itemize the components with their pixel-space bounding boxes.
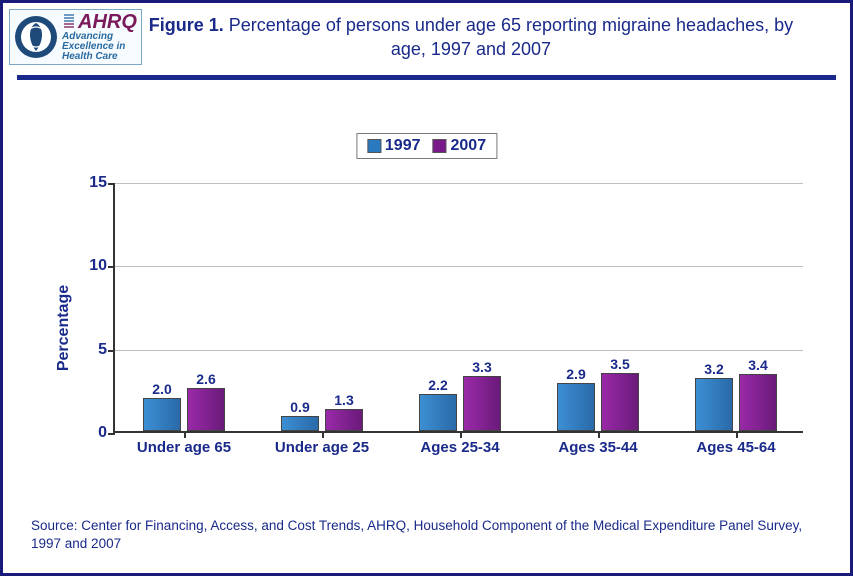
- ytick-label: 15: [89, 174, 115, 192]
- bar: 3.5: [601, 373, 639, 431]
- legend-item: 2007: [433, 137, 487, 155]
- ahrq-text: AHRQ Advancing Excellence in Health Care: [62, 12, 137, 62]
- gridline: [115, 350, 803, 351]
- bar: 2.9: [557, 383, 595, 431]
- bar: 3.4: [739, 374, 777, 431]
- bar: 3.2: [695, 378, 733, 431]
- title-rest: Percentage of persons under age 65 repor…: [224, 15, 793, 59]
- xtick-mark: [184, 431, 186, 438]
- bar: 0.9: [281, 416, 319, 431]
- gridline: [115, 266, 803, 267]
- ytick-label: 0: [98, 424, 115, 442]
- bar-value-label: 3.3: [464, 359, 500, 377]
- tagline-l3: Health Care: [62, 52, 137, 62]
- xtick-mark: [460, 431, 462, 438]
- legend: 1997 2007: [356, 133, 497, 159]
- bar-value-label: 3.2: [696, 361, 732, 379]
- bar: 2.6: [187, 388, 225, 431]
- gridline: [115, 183, 803, 184]
- bar-value-label: 2.9: [558, 366, 594, 384]
- bar-value-label: 3.4: [740, 357, 776, 375]
- y-axis-label: Percentage: [55, 285, 73, 371]
- title-prefix: Figure 1.: [149, 15, 224, 35]
- bar-value-label: 0.9: [282, 399, 318, 417]
- chart-area: Percentage 0510152.02.6Under age 650.91.…: [63, 173, 823, 483]
- ytick-label: 5: [98, 341, 115, 359]
- legend-label: 1997: [385, 137, 421, 155]
- xtick-mark: [322, 431, 324, 438]
- bar-value-label: 3.5: [602, 356, 638, 374]
- bar-value-label: 1.3: [326, 392, 362, 410]
- ytick-label: 10: [89, 257, 115, 275]
- bar: 2.0: [143, 398, 181, 431]
- bar-value-label: 2.6: [188, 371, 224, 389]
- legend-item: 1997: [367, 137, 421, 155]
- header: AHRQ Advancing Excellence in Health Care…: [3, 3, 850, 65]
- figure-title: Figure 1. Percentage of persons under ag…: [142, 13, 800, 62]
- xtick-mark: [736, 431, 738, 438]
- title-block: Figure 1. Percentage of persons under ag…: [142, 9, 840, 62]
- ahrq-stripes-icon: [62, 13, 76, 31]
- bar: 2.2: [419, 394, 457, 431]
- header-divider: [17, 75, 836, 80]
- figure-frame: AHRQ Advancing Excellence in Health Care…: [0, 0, 853, 576]
- bar: 1.3: [325, 409, 363, 431]
- ahrq-wordmark: AHRQ: [78, 12, 137, 32]
- bar: 3.3: [463, 376, 501, 431]
- legend-swatch-icon: [433, 139, 447, 153]
- plot-region: 0510152.02.6Under age 650.91.3Under age …: [113, 183, 803, 433]
- bar-value-label: 2.2: [420, 377, 456, 395]
- legend-swatch-icon: [367, 139, 381, 153]
- bar-value-label: 2.0: [144, 381, 180, 399]
- source-note: Source: Center for Financing, Access, an…: [31, 517, 822, 553]
- hhs-seal-icon: [14, 15, 58, 59]
- legend-label: 2007: [451, 137, 487, 155]
- ahrq-logo-block: AHRQ Advancing Excellence in Health Care: [9, 9, 142, 65]
- xtick-mark: [598, 431, 600, 438]
